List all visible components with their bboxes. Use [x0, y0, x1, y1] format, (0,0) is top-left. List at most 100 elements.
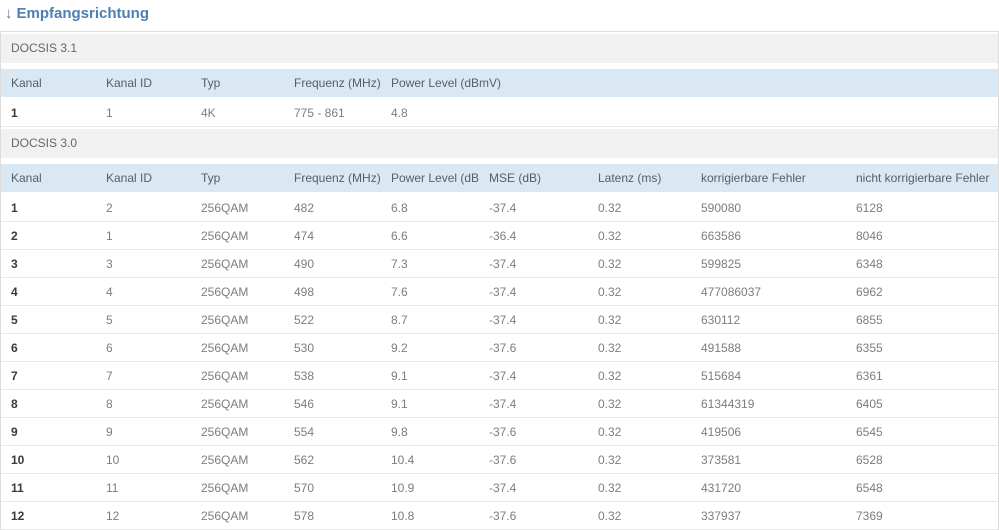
cell-kanal-id: 2 — [96, 193, 191, 222]
cell-kanal-id: 6 — [96, 334, 191, 362]
empfangsrichtung-section-title[interactable]: ↓Empfangsrichtung — [0, 0, 999, 31]
cell-typ: 256QAM — [191, 474, 284, 502]
cell-power-level: 9.2 — [381, 334, 479, 362]
cell-frequenz: 522 — [284, 306, 381, 334]
cell-frequenz: 546 — [284, 390, 381, 418]
down-arrow-icon: ↓ — [5, 5, 13, 22]
table-row: 7 7 256QAM 538 9.1 -37.4 0.32 515684 636… — [1, 362, 998, 390]
cell-kanal: 11 — [1, 474, 96, 502]
cell-frequenz: 538 — [284, 362, 381, 390]
cell-nicht-korrigierbare-fehler: 6355 — [846, 334, 998, 362]
cell-mse: -37.4 — [479, 362, 588, 390]
cell-mse: -37.4 — [479, 390, 588, 418]
docsis-panel: DOCSIS 3.1 Kanal Kanal ID Typ Frequenz (… — [0, 31, 999, 530]
cell-mse: -37.4 — [479, 193, 588, 222]
cell-nicht-korrigierbare-fehler: 6361 — [846, 362, 998, 390]
cell-latenz: 0.32 — [588, 446, 691, 474]
cell-typ: 256QAM — [191, 334, 284, 362]
cell-kanal-id: 11 — [96, 474, 191, 502]
downstream-page: ↓Empfangsrichtung DOCSIS 3.1 Kanal Kanal… — [0, 0, 999, 490]
docsis30-header-row: Kanal Kanal ID Typ Frequenz (MHz) Power … — [1, 164, 998, 193]
page-title-label: Empfangsrichtung — [17, 5, 150, 22]
column-header-frequenz: Frequenz (MHz) — [284, 69, 381, 98]
cell-typ: 256QAM — [191, 222, 284, 250]
cell-power-level: 7.3 — [381, 250, 479, 278]
cell-korrigierbare-fehler: 337937 — [691, 502, 846, 530]
docsis30-table: Kanal Kanal ID Typ Frequenz (MHz) Power … — [1, 164, 998, 530]
cell-kanal-id: 4 — [96, 278, 191, 306]
cell-latenz: 0.32 — [588, 502, 691, 530]
cell-typ: 256QAM — [191, 502, 284, 530]
cell-latenz: 0.32 — [588, 362, 691, 390]
cell-kanal-id: 1 — [96, 222, 191, 250]
cell-power-level: 9.1 — [381, 362, 479, 390]
cell-korrigierbare-fehler: 419506 — [691, 418, 846, 446]
cell-kanal-id: 1 — [96, 98, 191, 127]
table-row: 4 4 256QAM 498 7.6 -37.4 0.32 477086037 … — [1, 278, 998, 306]
cell-frequenz: 474 — [284, 222, 381, 250]
column-header-typ: Typ — [191, 164, 284, 193]
cell-mse: -37.6 — [479, 446, 588, 474]
cell-frequenz: 530 — [284, 334, 381, 362]
cell-mse: -36.4 — [479, 222, 588, 250]
cell-power-level: 9.8 — [381, 418, 479, 446]
table-row: 11 11 256QAM 570 10.9 -37.4 0.32 431720 … — [1, 474, 998, 502]
cell-kanal-id: 8 — [96, 390, 191, 418]
cell-mse: -37.6 — [479, 418, 588, 446]
cell-nicht-korrigierbare-fehler: 7369 — [846, 502, 998, 530]
cell-korrigierbare-fehler: 373581 — [691, 446, 846, 474]
column-header-kanal-id: Kanal ID — [96, 164, 191, 193]
cell-korrigierbare-fehler: 590080 — [691, 193, 846, 222]
docsis31-section-header: DOCSIS 3.1 — [1, 34, 998, 69]
cell-frequenz: 490 — [284, 250, 381, 278]
cell-mse: -37.4 — [479, 278, 588, 306]
cell-nicht-korrigierbare-fehler: 6545 — [846, 418, 998, 446]
docsis31-header-row: Kanal Kanal ID Typ Frequenz (MHz) Power … — [1, 69, 998, 98]
cell-korrigierbare-fehler: 599825 — [691, 250, 846, 278]
cell-typ: 256QAM — [191, 193, 284, 222]
column-header-mse: MSE (dB) — [479, 164, 588, 193]
column-header-typ: Typ — [191, 69, 284, 98]
cell-kanal-id: 7 — [96, 362, 191, 390]
cell-frequenz: 482 — [284, 193, 381, 222]
cell-kanal: 12 — [1, 502, 96, 530]
cell-power-level: 8.7 — [381, 306, 479, 334]
cell-kanal: 5 — [1, 306, 96, 334]
cell-nicht-korrigierbare-fehler: 6962 — [846, 278, 998, 306]
cell-korrigierbare-fehler: 431720 — [691, 474, 846, 502]
table-row: 1 1 4K 775 - 861 4.8 — [1, 98, 998, 127]
cell-korrigierbare-fehler: 477086037 — [691, 278, 846, 306]
cell-power-level: 7.6 — [381, 278, 479, 306]
cell-kanal: 8 — [1, 390, 96, 418]
cell-latenz: 0.32 — [588, 222, 691, 250]
cell-power-level: 6.8 — [381, 193, 479, 222]
column-header-frequenz: Frequenz (MHz) — [284, 164, 381, 193]
cell-kanal-id: 3 — [96, 250, 191, 278]
table-row: 5 5 256QAM 522 8.7 -37.4 0.32 630112 685… — [1, 306, 998, 334]
cell-kanal-id: 10 — [96, 446, 191, 474]
cell-frequenz: 775 - 861 — [284, 98, 381, 127]
cell-typ: 256QAM — [191, 250, 284, 278]
cell-kanal: 6 — [1, 334, 96, 362]
cell-typ: 4K — [191, 98, 284, 127]
cell-frequenz: 562 — [284, 446, 381, 474]
cell-kanal-id: 5 — [96, 306, 191, 334]
cell-mse: -37.6 — [479, 502, 588, 530]
cell-typ: 256QAM — [191, 306, 284, 334]
cell-latenz: 0.32 — [588, 250, 691, 278]
cell-latenz: 0.32 — [588, 193, 691, 222]
table-row: 2 1 256QAM 474 6.6 -36.4 0.32 663586 804… — [1, 222, 998, 250]
cell-nicht-korrigierbare-fehler: 6128 — [846, 193, 998, 222]
cell-frequenz: 498 — [284, 278, 381, 306]
cell-latenz: 0.32 — [588, 474, 691, 502]
cell-typ: 256QAM — [191, 446, 284, 474]
cell-korrigierbare-fehler: 663586 — [691, 222, 846, 250]
table-row: 1 2 256QAM 482 6.8 -37.4 0.32 590080 612… — [1, 193, 998, 222]
cell-korrigierbare-fehler: 630112 — [691, 306, 846, 334]
cell-mse: -37.4 — [479, 250, 588, 278]
column-header-kanal-id: Kanal ID — [96, 69, 191, 98]
column-header-power-level: Power Level (dBmV) — [381, 164, 479, 193]
table-row: 8 8 256QAM 546 9.1 -37.4 0.32 61344319 6… — [1, 390, 998, 418]
cell-mse: -37.6 — [479, 334, 588, 362]
cell-power-level: 10.4 — [381, 446, 479, 474]
